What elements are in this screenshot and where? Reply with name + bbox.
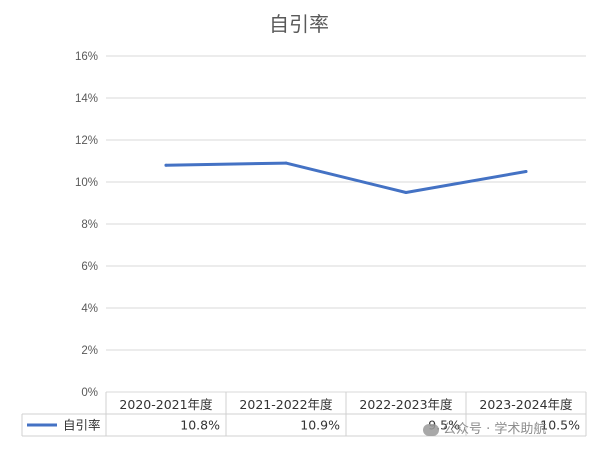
y-tick-label: 4% — [81, 303, 98, 315]
y-tick-label: 8% — [81, 219, 98, 231]
legend-label: 自引率 — [63, 418, 101, 433]
y-tick-label: 0% — [81, 387, 98, 399]
data-point — [164, 163, 168, 167]
x-category-label: 2020-2021年度 — [119, 397, 213, 412]
table-value-cell: 10.8% — [180, 418, 220, 433]
wechat-icon — [423, 423, 439, 436]
watermark-text: 公众号 · 学术助航 — [443, 422, 547, 437]
y-tick-label: 6% — [81, 261, 98, 273]
table-value-cell: 10.9% — [300, 418, 340, 433]
chart-title: 自引率 — [269, 12, 329, 36]
y-tick-label: 14% — [75, 93, 98, 105]
y-tick-label: 2% — [81, 345, 98, 357]
series-line — [164, 161, 528, 194]
y-tick-label: 16% — [75, 51, 98, 63]
x-category-label: 2022-2023年度 — [359, 397, 453, 412]
y-tick-label: 12% — [75, 135, 98, 147]
x-category-label: 2023-2024年度 — [479, 397, 573, 412]
data-point — [404, 191, 408, 194]
x-category-label: 2021-2022年度 — [239, 397, 333, 412]
watermark: 公众号 · 学术助航 — [423, 418, 546, 437]
data-point — [524, 170, 528, 173]
table-value-cell: 10.5% — [540, 418, 580, 433]
y-tick-label: 10% — [75, 177, 98, 189]
data-point — [284, 161, 288, 165]
